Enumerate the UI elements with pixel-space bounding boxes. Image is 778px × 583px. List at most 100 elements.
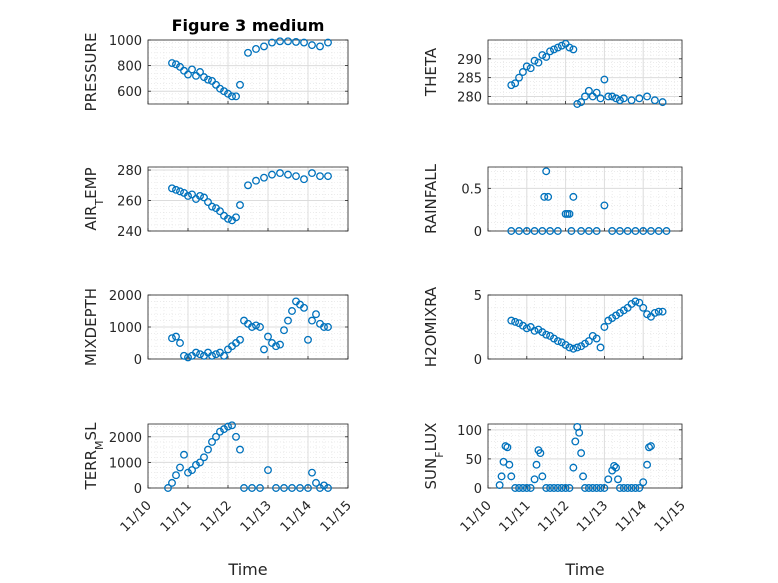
data-point <box>654 307 663 316</box>
data-point <box>530 326 539 335</box>
data-point <box>581 92 589 101</box>
data-point <box>584 86 593 95</box>
data-point <box>324 484 332 492</box>
data-point <box>623 227 632 235</box>
panel-pressure: 600 800 1000 PRESSURE Figure 3 medium <box>82 16 349 111</box>
data-point <box>204 75 212 84</box>
data-point <box>515 484 523 492</box>
y-tick-label: 2000 <box>109 289 142 304</box>
data-point <box>320 323 328 331</box>
data-point <box>236 335 244 344</box>
data-point <box>324 172 332 181</box>
data-point <box>252 45 260 53</box>
data-point <box>635 94 644 103</box>
data-point <box>588 484 597 492</box>
data-point <box>292 37 300 46</box>
data-point <box>530 475 539 484</box>
data-point <box>252 321 260 330</box>
data-point <box>569 45 578 54</box>
data-point <box>497 472 506 481</box>
y-tick-label: 260 <box>117 195 142 210</box>
x-tick-label: 11/11 <box>497 498 534 535</box>
data-point <box>220 425 228 434</box>
y-axis-label: AIRTEMP <box>82 167 106 230</box>
y-tick-label: 0 <box>474 225 482 240</box>
data-point <box>272 484 280 492</box>
data-point <box>631 227 640 235</box>
data-point <box>276 37 284 46</box>
data-point <box>224 214 232 223</box>
data-point <box>643 92 652 101</box>
data-point <box>220 87 228 96</box>
data-point <box>557 41 566 50</box>
data-point <box>569 463 578 472</box>
y-axis-label: THETA <box>422 47 440 97</box>
data-point <box>244 48 252 57</box>
data-point <box>538 51 547 60</box>
data-point <box>292 172 300 181</box>
axes-box <box>147 166 349 232</box>
data-point <box>260 42 268 51</box>
data-point <box>600 484 609 492</box>
data-point <box>308 169 316 178</box>
y-tick-label: 280 <box>457 90 482 105</box>
data-point <box>200 193 208 202</box>
data-point <box>542 330 551 339</box>
data-point <box>565 343 574 352</box>
data-point <box>192 461 200 469</box>
data-point <box>316 484 324 492</box>
data-point <box>172 332 180 341</box>
data-point <box>530 227 539 235</box>
data-point <box>495 481 504 490</box>
data-point <box>584 337 593 346</box>
data-point <box>192 348 200 357</box>
data-point <box>284 316 292 325</box>
data-point <box>615 96 624 105</box>
data-point <box>507 227 516 235</box>
data-point <box>542 484 551 492</box>
data-point <box>172 471 180 480</box>
data-point <box>316 172 324 181</box>
x-tick-label: 11/14 <box>278 498 315 535</box>
plot-area <box>488 40 682 104</box>
data-point <box>507 316 516 325</box>
data-point <box>200 73 208 82</box>
x-axis-label: Time <box>227 560 267 579</box>
data-point <box>573 343 582 352</box>
data-point <box>296 484 304 492</box>
x-tick-label: 11/11 <box>158 498 195 535</box>
axes-box <box>147 423 349 489</box>
data-point <box>604 92 613 101</box>
data-point <box>608 92 617 101</box>
data-point <box>610 461 619 470</box>
data-point <box>575 428 584 437</box>
x-tick-label: 11/12 <box>198 498 235 535</box>
y-tick-label: 1000 <box>109 456 142 471</box>
axes-box <box>487 294 683 360</box>
data-point <box>584 484 593 492</box>
data-point <box>631 484 640 492</box>
data-point <box>180 450 188 459</box>
data-point <box>534 58 543 67</box>
data-point <box>577 98 586 107</box>
data-point <box>550 45 558 54</box>
data-point <box>627 484 636 492</box>
data-point <box>196 68 204 76</box>
data-point <box>232 213 240 222</box>
data-point <box>244 181 252 190</box>
x-tick-label: 11/12 <box>535 498 572 535</box>
data-point <box>220 351 228 360</box>
data-point <box>619 94 628 103</box>
data-point <box>260 345 268 354</box>
data-point <box>662 227 671 235</box>
data-point <box>224 422 232 431</box>
data-point <box>300 303 308 312</box>
y-tick-label: 600 <box>117 85 142 100</box>
data-point <box>228 421 236 430</box>
plot-area <box>488 295 682 359</box>
data-point <box>184 192 192 200</box>
data-point <box>619 484 628 492</box>
x-tick-label: 11/13 <box>238 498 275 535</box>
data-point <box>164 484 172 492</box>
